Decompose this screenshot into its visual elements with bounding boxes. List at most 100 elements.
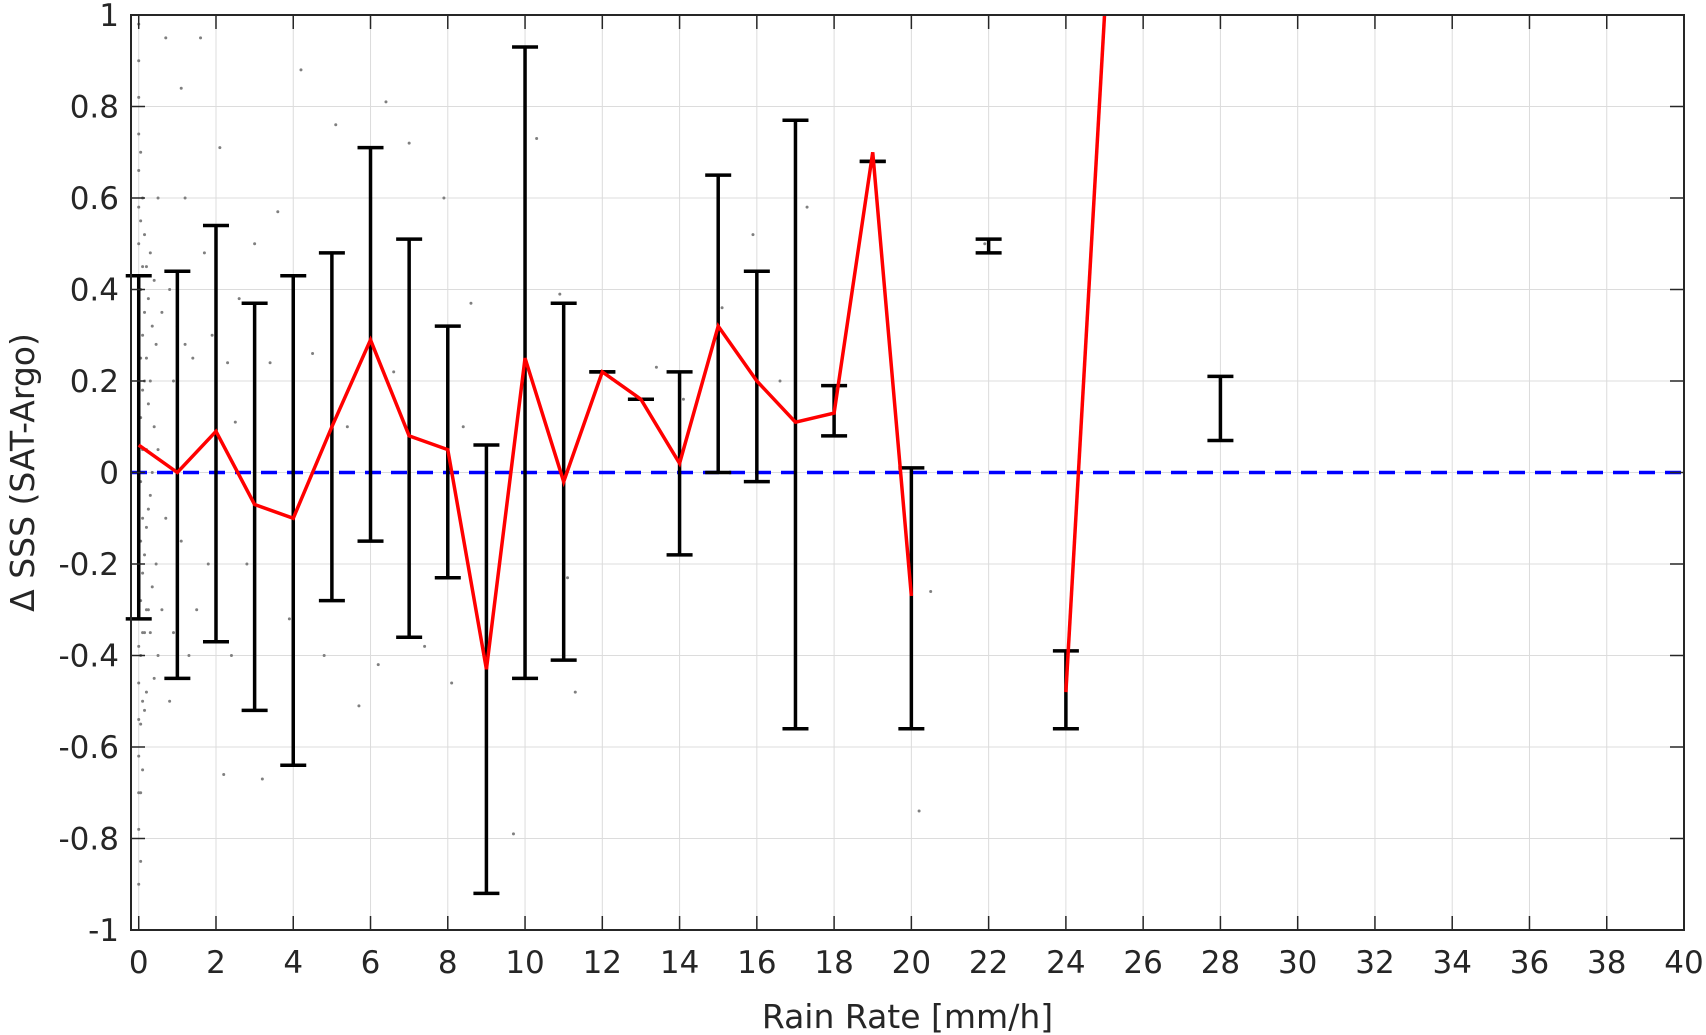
scatter-point: [148, 251, 152, 255]
x-tick-label: 14: [660, 945, 699, 981]
scatter-point: [141, 388, 145, 392]
scatter-point: [311, 352, 315, 356]
grid: [131, 14, 1685, 931]
scatter-point: [245, 562, 249, 566]
x-tick-label: 4: [283, 945, 303, 981]
mean-line: [1064, 15, 1107, 693]
scatter-point: [183, 342, 187, 346]
scatter-point: [137, 644, 141, 648]
y-tick-label: 0.4: [70, 273, 119, 309]
y-axis-label: Δ SSS (SAT-Argo): [3, 333, 42, 612]
scatter-point: [218, 146, 222, 150]
x-tick-label: 34: [1432, 945, 1471, 981]
scatter-point: [137, 827, 141, 831]
scatter-point: [146, 402, 150, 406]
scatter-point: [139, 859, 143, 863]
scatter-point: [276, 210, 280, 214]
scatter-point: [751, 233, 755, 237]
scatter-point: [154, 342, 158, 346]
scatter-point: [179, 86, 183, 90]
x-axis-ticks: 0 2 4 6 8 10 12 14 16 18 20 22 24 26 28 30 32 34 36 38 40: [129, 15, 1704, 981]
x-tick-label: 18: [814, 945, 853, 981]
scatter-point: [143, 310, 147, 314]
scatter-point: [511, 832, 515, 836]
scatter-point: [137, 59, 141, 63]
scatter-point: [143, 708, 147, 712]
scatter-point: [376, 663, 380, 667]
scatter-point: [469, 301, 473, 305]
scatter-point: [345, 425, 349, 429]
scatter-point: [423, 644, 427, 648]
scatter-point: [260, 777, 264, 781]
scatter-point: [146, 507, 150, 511]
x-tick-label: 28: [1201, 945, 1240, 981]
scatter-point: [929, 589, 933, 593]
scatter-point: [461, 425, 465, 429]
scatter-point: [229, 654, 233, 657]
error-bar: [164, 269, 191, 681]
x-tick-label: 40: [1664, 945, 1703, 981]
y-tick-label: 0.2: [70, 364, 119, 400]
y-tick-label: 1: [99, 0, 119, 34]
scatter-point: [233, 420, 237, 424]
scatter-point: [357, 704, 361, 708]
scatter-point: [334, 123, 338, 127]
y-tick-label: -0.2: [59, 547, 120, 583]
scatter-point: [160, 310, 164, 314]
scatter-point: [141, 516, 145, 520]
scatter-point: [141, 768, 145, 772]
scatter-point: [202, 251, 206, 255]
scatter-point: [148, 379, 152, 383]
scatter-point: [442, 196, 446, 200]
scatter-point: [778, 379, 782, 383]
error-bar: [975, 237, 1002, 255]
scatter-point: [137, 132, 141, 136]
scatter-point: [154, 562, 158, 566]
x-tick-label: 20: [892, 945, 931, 981]
scatter-point: [558, 292, 562, 296]
scatter-point: [150, 585, 154, 589]
error-bar: [782, 118, 809, 731]
scatter-point: [139, 150, 143, 154]
scatter-point: [141, 265, 145, 269]
scatter-point: [137, 205, 141, 209]
scatter-point: [143, 233, 147, 237]
mean-line: [137, 151, 914, 670]
scatter-point: [156, 448, 160, 452]
y-tick-label: -1: [88, 913, 119, 949]
x-tick-label: 30: [1278, 945, 1317, 981]
scatter-point: [566, 576, 570, 580]
x-tick-label: 26: [1123, 945, 1162, 981]
scatter-point: [144, 265, 148, 269]
scatter-point: [195, 608, 199, 612]
x-tick-label: 16: [737, 945, 776, 981]
x-tick-label: 22: [969, 945, 1008, 981]
scatter-point: [168, 288, 172, 291]
scatter-point: [210, 333, 214, 337]
scatter-point: [148, 631, 152, 635]
scatter-point: [299, 68, 303, 72]
x-tick-label: 10: [505, 945, 544, 981]
scatter-point: [146, 608, 150, 612]
scatter-point: [143, 631, 147, 635]
scatter-point: [144, 690, 148, 694]
scatter-point: [287, 617, 291, 621]
y-tick-label: 0: [99, 456, 119, 492]
scatter-point: [164, 516, 168, 520]
scatter-point: [156, 196, 160, 200]
scatter-point: [139, 722, 143, 726]
x-tick-label: 32: [1355, 945, 1394, 981]
scatter-point: [322, 654, 326, 657]
scatter-point: [171, 631, 175, 635]
scatter-point: [199, 36, 203, 40]
x-tick-label: 38: [1587, 945, 1626, 981]
scatter-point: [137, 718, 141, 722]
scatter-point: [983, 242, 987, 246]
x-tick-label: 2: [206, 945, 226, 981]
y-tick-label: 0.6: [70, 181, 119, 217]
scatter-point: [179, 539, 183, 543]
scatter-point: [156, 654, 160, 657]
x-tick-label: 0: [129, 945, 149, 981]
error-bar: [125, 274, 152, 621]
